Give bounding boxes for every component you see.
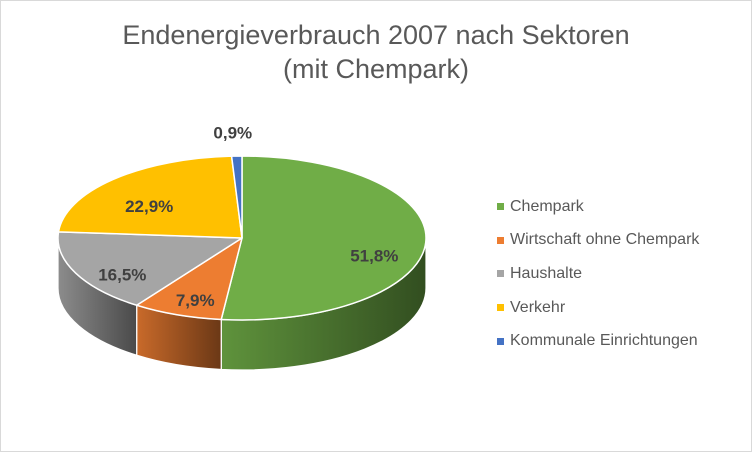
legend-swatch — [497, 236, 504, 244]
legend-item-verkehr: Verkehr — [497, 291, 699, 325]
pie-slice-kommunale-einrichtungen — [230, 155, 243, 239]
pie-slice-chempark — [220, 155, 427, 321]
data-label-kommunale-einrichtungen: 0,9% — [213, 123, 252, 142]
legend-swatch — [497, 203, 504, 211]
legend-label: Kommunale Einrichtungen — [510, 332, 698, 350]
legend-label: Verkehr — [510, 298, 566, 316]
legend-label: Wirtschaft ohne Chempark — [510, 231, 700, 249]
data-label-chempark: 51,8% — [350, 246, 398, 265]
legend-label: Chempark — [510, 197, 584, 215]
legend-label: Haushalte — [510, 264, 583, 282]
legend-item-kommunale-einrichtungen: Kommunale Einrichtungen — [497, 324, 699, 358]
chart-title: Endenergieverbrauch 2007 nach Sektoren — [122, 20, 630, 50]
chart-subtitle: (mit Chempark) — [282, 54, 470, 84]
chart-title-block: Endenergieverbrauch 2007 nach Sektoren (… — [0, 18, 752, 86]
data-label-wirtschaft-ohne-chempark: 7,9% — [176, 291, 215, 310]
legend-swatch — [497, 270, 504, 278]
pie-top-faces — [57, 155, 427, 321]
pie-slice-wirtschaft-ohne-chempark — [135, 237, 243, 321]
legend-item-haushalte: Haushalte — [497, 257, 699, 291]
pie-slice-haushalte — [57, 231, 243, 306]
legend-swatch — [497, 304, 504, 312]
chart-legend: Chempark Wirtschaft ohne Chempark Haushalt… — [497, 190, 699, 358]
pie-slice-verkehr — [57, 155, 243, 239]
data-label-verkehr: 22,9% — [125, 197, 173, 216]
pie-data-labels: 51,8% 7,9% 16,5% 22,9% 0,9% — [98, 123, 398, 310]
data-label-haushalte: 16,5% — [98, 265, 146, 284]
legend-item-chempark: Chempark — [497, 190, 699, 224]
legend-swatch — [497, 337, 504, 345]
legend-item-wirtschaft-ohne-chempark: Wirtschaft ohne Chempark — [497, 224, 699, 258]
